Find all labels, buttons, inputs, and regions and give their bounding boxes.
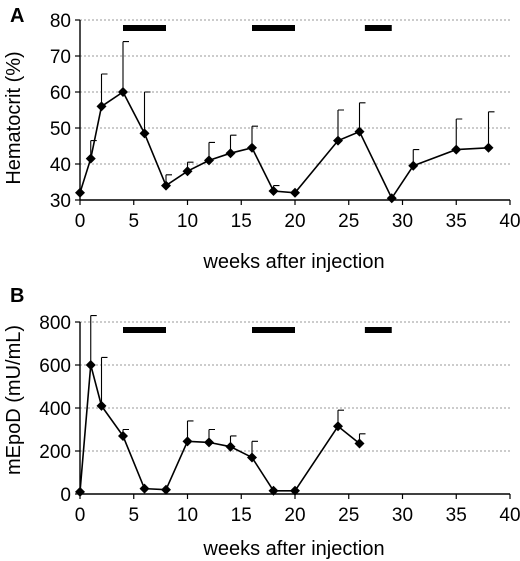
- panel-a-data-point-8: [225, 148, 236, 159]
- panel-a-data-point-16: [451, 144, 462, 155]
- panel-a-error-bar-4: [143, 91, 151, 134]
- panel-a-y-tick-label-3: 60: [50, 83, 71, 104]
- panel-a-data-point-1: [85, 153, 96, 164]
- panel-b-error-bar-1: [90, 315, 97, 365]
- panel-a-data-point-12: [333, 135, 343, 146]
- panel-b-treatment-bar-0: [123, 327, 166, 333]
- panel-a-x-tick-label-8: 40: [499, 211, 520, 232]
- panel-a-x-tick-label-5: 25: [338, 211, 359, 232]
- panel-a-treatment-bar-1: [252, 25, 295, 31]
- panel-b-series-line: [79, 364, 360, 492]
- panel-b-x-tick-label-6: 30: [392, 505, 413, 526]
- panel-a-data-point-5: [161, 180, 171, 191]
- panel-a-y-tick-label-4: 70: [50, 47, 71, 68]
- panel-a-y-tick-label-2: 50: [50, 119, 71, 140]
- panel-a-error-bar-3: [122, 41, 129, 92]
- panel-b-data-point-11: [290, 485, 300, 496]
- panel-b-data-point-5: [161, 484, 171, 495]
- panel-a-x-tick-label-1: 5: [128, 211, 139, 232]
- panel-b-data-point-9: [247, 452, 257, 463]
- panel-a-y-tick-label-1: 40: [50, 155, 71, 176]
- panel-a-data-point-14: [386, 193, 397, 204]
- panel-a-data-point-17: [483, 142, 494, 153]
- panel-b-y-axis-title: mEpoD (mU/mL): [3, 325, 25, 475]
- panel-b-x-tick-label-7: 35: [446, 505, 467, 526]
- panel-b-x-axis-title: weeks after injection: [202, 538, 384, 560]
- panel-b-x-tick-label-5: 25: [338, 505, 359, 526]
- panel-b-treatment-bar-1: [252, 327, 295, 333]
- panel-a-data-point-2: [96, 101, 107, 112]
- panel-a-x-tick-label-3: 15: [231, 211, 252, 232]
- panel-b-y-tick-label-3: 600: [39, 356, 71, 377]
- panel-a-data-point-11: [290, 187, 300, 198]
- panel-b-data-point-3: [118, 430, 128, 441]
- panel-b-data-point-1: [85, 360, 96, 370]
- panel-b-x-tick-label-0: 0: [75, 505, 86, 526]
- panel-a-data-point-9: [247, 142, 257, 153]
- panel-a-error-bar-13: [358, 102, 366, 132]
- panel-a-error-bar-12: [337, 109, 344, 141]
- panel-b-data-point-12: [333, 421, 343, 432]
- panel-a-error-bar-17: [487, 111, 495, 148]
- panel-a-data-point-15: [408, 160, 419, 171]
- panel-a-label: A: [10, 5, 24, 27]
- panel-a-data-point-13: [354, 126, 365, 137]
- panel-a-x-axis-title: weeks after injection: [202, 251, 384, 273]
- panel-b-y-tick-label-0: 0: [60, 485, 71, 506]
- panel-b-y-tick-label-2: 400: [39, 399, 71, 420]
- panel-a-x-tick-label-2: 10: [177, 211, 198, 232]
- panel-b-label: B: [10, 285, 24, 307]
- panel-a-y-axis-title: Hematocrit (%): [3, 51, 25, 184]
- panel-a-x-tick-label-6: 30: [392, 211, 413, 232]
- panel-a-y-tick-label-5: 80: [50, 11, 71, 32]
- panel-a-treatment-bar-0: [123, 25, 166, 31]
- panel-b-y-tick-label-1: 200: [39, 442, 71, 463]
- panel-a-hematocrit-chart: A Hematocrit (%) weeks after injection 3…: [3, 5, 520, 273]
- panel-a-data-point-3: [118, 87, 128, 97]
- panel-b-y-tick-label-4: 800: [39, 313, 71, 334]
- panel-a-error-bar-2: [100, 73, 108, 107]
- panel-a-data-point-4: [139, 128, 150, 139]
- panel-b-data-point-13: [354, 438, 365, 449]
- panel-b-treatment-bar-2: [364, 327, 392, 333]
- panel-b-x-tick-label-2: 10: [177, 505, 198, 526]
- panel-a-x-tick-label-4: 20: [284, 211, 305, 232]
- panel-a-data-point-10: [268, 186, 279, 196]
- panel-a-error-bar-16: [455, 118, 463, 150]
- panel-b-data-point-7: [204, 437, 214, 448]
- panel-a-data-point-7: [204, 155, 214, 166]
- panel-a-data-point-6: [182, 166, 193, 177]
- panel-b-data-point-8: [225, 441, 236, 452]
- panel-b-data-point-10: [268, 485, 279, 496]
- panel-b-data-point-2: [96, 400, 107, 411]
- panel-b-x-tick-label-3: 15: [231, 505, 252, 526]
- panel-a-x-tick-label-0: 0: [75, 211, 86, 232]
- panel-a-treatment-bar-2: [364, 25, 392, 31]
- panel-b-x-tick-label-4: 20: [284, 505, 305, 526]
- panel-b-data-point-0: [75, 486, 85, 497]
- panel-b-data-point-6: [182, 436, 193, 447]
- panel-a-series-line: [79, 90, 489, 200]
- panel-a-y-tick-label-0: 30: [50, 191, 71, 212]
- panel-b-x-tick-label-8: 40: [499, 505, 520, 526]
- panel-b-error-bar-2: [100, 356, 108, 406]
- panel-a-x-tick-label-7: 35: [446, 211, 467, 232]
- panel-b-x-tick-label-1: 5: [128, 505, 139, 526]
- panel-a-data-point-0: [75, 187, 85, 198]
- panel-b-data-point-4: [139, 483, 150, 494]
- panel-b-mepod-chart: B mEpoD (mU/mL) weeks after injection 0 2…: [3, 285, 520, 560]
